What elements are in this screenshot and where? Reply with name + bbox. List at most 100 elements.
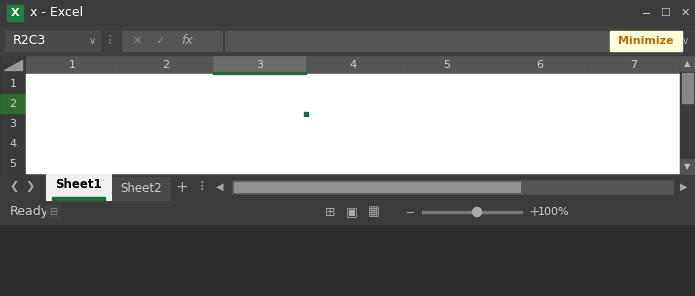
Bar xyxy=(213,56,306,74)
Bar xyxy=(120,134,213,154)
Text: x - Excel: x - Excel xyxy=(30,7,83,20)
Bar xyxy=(213,94,306,114)
Bar xyxy=(5,31,100,51)
Text: +: + xyxy=(528,205,540,219)
Bar xyxy=(400,74,493,94)
Text: +: + xyxy=(176,179,188,194)
Text: ▦: ▦ xyxy=(368,205,380,218)
Bar xyxy=(0,114,26,134)
Text: ∨: ∨ xyxy=(681,36,689,46)
Bar xyxy=(493,114,587,134)
Bar xyxy=(213,154,306,174)
Text: ─: ─ xyxy=(641,8,648,18)
Bar xyxy=(493,134,587,154)
Bar xyxy=(306,56,400,74)
Bar xyxy=(225,31,665,51)
Bar xyxy=(122,31,222,51)
Bar xyxy=(306,94,400,114)
Text: ✕: ✕ xyxy=(132,36,142,46)
Bar xyxy=(587,74,680,94)
Bar xyxy=(232,180,673,194)
Bar xyxy=(120,74,213,94)
Text: X: X xyxy=(10,8,19,18)
Text: Sheet1: Sheet1 xyxy=(55,178,101,192)
Text: ❮: ❮ xyxy=(9,181,19,192)
Bar xyxy=(304,112,309,116)
Bar xyxy=(46,174,111,200)
Bar xyxy=(587,154,680,174)
Bar xyxy=(680,56,695,174)
Bar xyxy=(306,74,400,94)
Bar xyxy=(400,56,493,74)
Text: ─: ─ xyxy=(407,207,414,217)
Bar xyxy=(400,134,493,154)
Bar xyxy=(234,182,520,192)
Bar xyxy=(587,134,680,154)
Text: ❯: ❯ xyxy=(25,181,35,192)
Bar xyxy=(26,134,120,154)
Bar xyxy=(120,56,213,74)
Bar xyxy=(0,174,695,200)
Bar xyxy=(587,114,680,134)
Bar xyxy=(682,73,693,103)
Bar xyxy=(422,211,522,213)
Bar xyxy=(0,200,695,224)
Text: 2: 2 xyxy=(163,60,170,70)
Bar xyxy=(26,94,120,114)
Bar xyxy=(587,56,680,74)
Bar xyxy=(610,31,682,51)
Text: ∨: ∨ xyxy=(88,36,96,46)
Bar xyxy=(52,197,105,200)
Bar xyxy=(0,26,695,56)
Text: ▲: ▲ xyxy=(685,59,691,68)
Bar xyxy=(26,74,120,94)
Text: 100%: 100% xyxy=(538,207,570,217)
Bar xyxy=(0,74,26,94)
Bar xyxy=(120,94,213,114)
Bar xyxy=(306,114,400,134)
Text: ☐: ☐ xyxy=(660,8,670,18)
Bar xyxy=(120,114,213,134)
Bar xyxy=(680,56,695,71)
Text: ✕: ✕ xyxy=(680,8,689,18)
Bar xyxy=(493,56,587,74)
Bar xyxy=(306,134,400,154)
Bar xyxy=(0,154,26,174)
Text: ◀: ◀ xyxy=(216,182,224,192)
Text: Sheet2: Sheet2 xyxy=(120,181,162,194)
Bar xyxy=(46,205,60,217)
Text: 2: 2 xyxy=(10,99,17,109)
Bar xyxy=(26,114,120,134)
Text: 7: 7 xyxy=(630,60,637,70)
Text: 4: 4 xyxy=(350,60,357,70)
Bar xyxy=(493,154,587,174)
Bar xyxy=(26,154,120,174)
Bar xyxy=(213,114,306,134)
Polygon shape xyxy=(4,60,22,70)
Bar xyxy=(213,94,306,114)
Text: ⁝: ⁝ xyxy=(200,180,204,194)
Text: 1: 1 xyxy=(10,79,17,89)
Bar xyxy=(112,177,170,200)
Text: fx: fx xyxy=(181,35,193,47)
Bar xyxy=(26,56,120,74)
Text: ⊟: ⊟ xyxy=(49,207,57,217)
Bar xyxy=(213,74,306,94)
Bar xyxy=(306,154,400,174)
Text: 6: 6 xyxy=(537,60,543,70)
Bar xyxy=(0,134,26,154)
Text: 3: 3 xyxy=(256,60,263,70)
Bar xyxy=(493,74,587,94)
Text: 5: 5 xyxy=(10,159,17,169)
Text: 1: 1 xyxy=(70,60,76,70)
Bar xyxy=(0,0,695,26)
Circle shape xyxy=(473,207,482,216)
Text: ▶: ▶ xyxy=(680,182,688,192)
Text: Ready: Ready xyxy=(10,205,49,218)
Bar xyxy=(680,159,695,174)
Text: R2C3: R2C3 xyxy=(13,35,47,47)
Bar xyxy=(213,72,306,74)
Bar xyxy=(400,94,493,114)
Bar xyxy=(400,114,493,134)
Text: ▼: ▼ xyxy=(685,162,691,171)
